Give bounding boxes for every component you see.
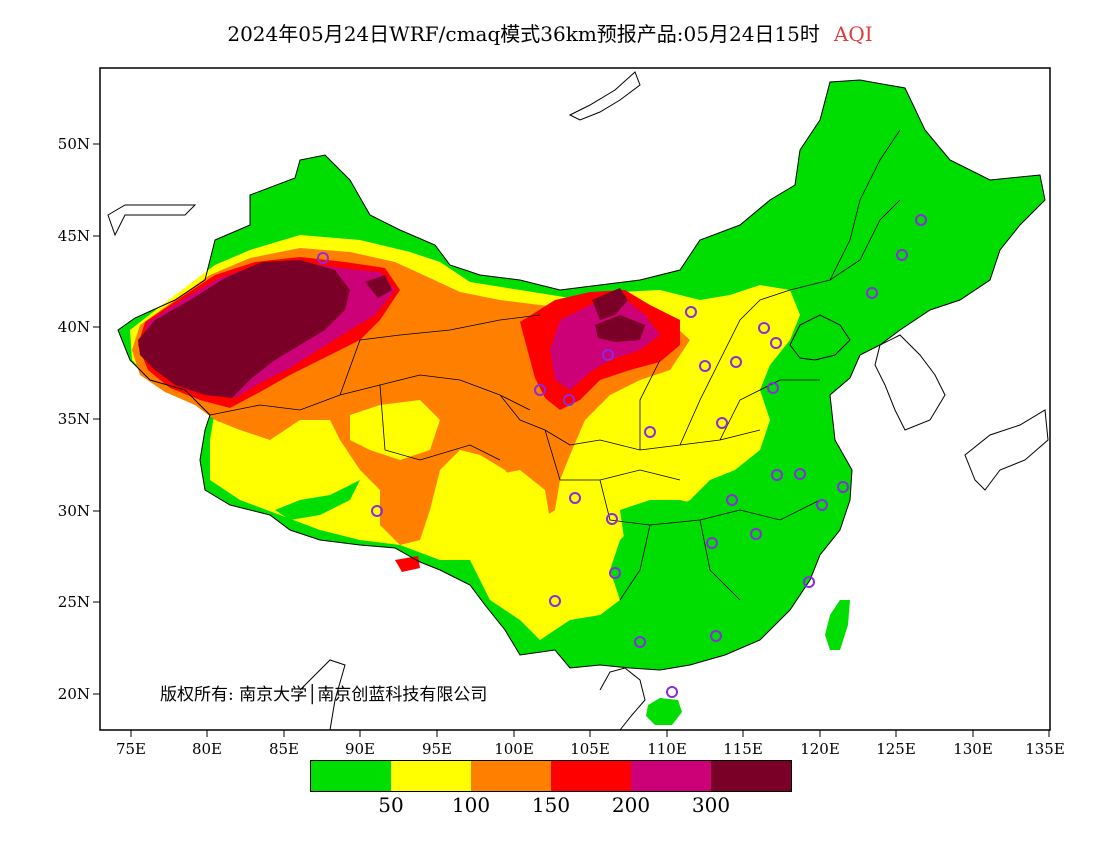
colorbar-swatch-green xyxy=(311,761,391,791)
colorbar-label: 50 xyxy=(378,793,404,817)
station-marker xyxy=(563,394,575,406)
title-variable: AQI xyxy=(833,22,873,46)
station-marker xyxy=(770,337,782,349)
colorbar-swatch-magenta xyxy=(631,761,711,791)
region-red-south xyxy=(395,556,420,572)
station-marker xyxy=(866,287,878,299)
station-marker xyxy=(726,494,738,506)
station-marker xyxy=(730,356,742,368)
lat-label: 25N xyxy=(58,593,90,611)
province-lines xyxy=(209,129,901,601)
station-marker xyxy=(896,249,908,261)
region-maroon-north xyxy=(592,288,628,320)
station-marker xyxy=(606,513,618,525)
station-marker xyxy=(758,322,770,334)
station-marker xyxy=(666,686,678,698)
station-marker xyxy=(371,505,383,517)
station-marker xyxy=(803,576,815,588)
korea-coast xyxy=(874,334,946,431)
station-marker xyxy=(699,360,711,372)
station-marker xyxy=(915,214,927,226)
station-marker xyxy=(816,499,828,511)
lon-label: 120E xyxy=(800,740,840,758)
colorbar-label: 200 xyxy=(611,793,651,817)
lon-label: 135E xyxy=(1025,740,1065,758)
caspian-outline xyxy=(107,204,197,237)
lon-label: 90E xyxy=(345,740,375,758)
region-green-south xyxy=(620,500,700,555)
colorbar-label: 150 xyxy=(531,793,571,817)
china-border xyxy=(117,79,1046,671)
lon-label: 100E xyxy=(494,740,534,758)
region-taiwan xyxy=(825,600,850,650)
lat-label: 20N xyxy=(58,685,90,703)
station-marker xyxy=(602,349,614,361)
lat-label: 30N xyxy=(58,502,90,520)
region-yellow-inner-2 xyxy=(492,470,550,560)
lat-label: 45N xyxy=(58,227,90,245)
lon-label: 85E xyxy=(269,740,299,758)
colorbar-swatch-orange xyxy=(471,761,551,791)
region-maroon-north-2 xyxy=(595,315,645,342)
lon-label: 105E xyxy=(570,740,610,758)
station-marker xyxy=(750,528,762,540)
region-yellow-inner xyxy=(350,400,440,460)
japan-coast xyxy=(964,409,1049,491)
region-maroon-small xyxy=(365,275,392,298)
station-marker xyxy=(771,469,783,481)
region-maroon xyxy=(138,260,350,398)
colorbar-swatch-yellow xyxy=(391,761,471,791)
station-marker xyxy=(549,595,561,607)
lon-label: 80E xyxy=(192,740,222,758)
station-marker xyxy=(716,417,728,429)
region-hainan xyxy=(646,698,682,725)
lake-baikal xyxy=(568,71,641,121)
station-marker xyxy=(644,426,656,438)
lon-label: 130E xyxy=(953,740,993,758)
lat-label: 35N xyxy=(58,410,90,428)
lon-label: 125E xyxy=(876,740,916,758)
lon-label: 115E xyxy=(723,740,763,758)
shandong-coast xyxy=(789,314,851,361)
lat-label: 50N xyxy=(58,135,90,153)
station-marker xyxy=(710,630,722,642)
colorbar-swatch-red xyxy=(551,761,631,791)
station-marker xyxy=(317,252,329,264)
colorbar xyxy=(310,760,792,792)
map-title: 2024年05月24日WRF/cmaq模式36km预报产品:05月24日15时 A… xyxy=(0,18,1100,47)
lat-axis xyxy=(93,143,100,695)
lat-label: 40N xyxy=(58,318,90,336)
station-marker xyxy=(706,537,718,549)
colorbar-label: 100 xyxy=(451,793,491,817)
region-magenta-north xyxy=(550,295,660,390)
lon-label: 95E xyxy=(422,740,452,758)
station-marker xyxy=(767,382,779,394)
lon-axis xyxy=(130,730,1050,737)
lon-label: 110E xyxy=(647,740,687,758)
station-marker xyxy=(634,636,646,648)
region-green-tibet xyxy=(275,480,360,520)
copyright-text: 版权所有: 南京大学│南京创蓝科技有限公司 xyxy=(160,685,488,705)
station-marker xyxy=(609,567,621,579)
title-main: 2024年05月24日WRF/cmaq模式36km预报产品:05月24日15时 xyxy=(227,22,820,46)
lon-label: 75E xyxy=(116,740,146,758)
station-marker xyxy=(794,468,806,480)
colorbar-label: 300 xyxy=(691,793,731,817)
station-marker xyxy=(837,481,849,493)
colorbar-swatch-maroon xyxy=(711,761,791,791)
vietnam-coast xyxy=(299,659,646,731)
station-marker xyxy=(685,306,697,318)
station-marker xyxy=(569,492,581,504)
station-marker xyxy=(534,384,546,396)
station-markers xyxy=(317,214,927,698)
